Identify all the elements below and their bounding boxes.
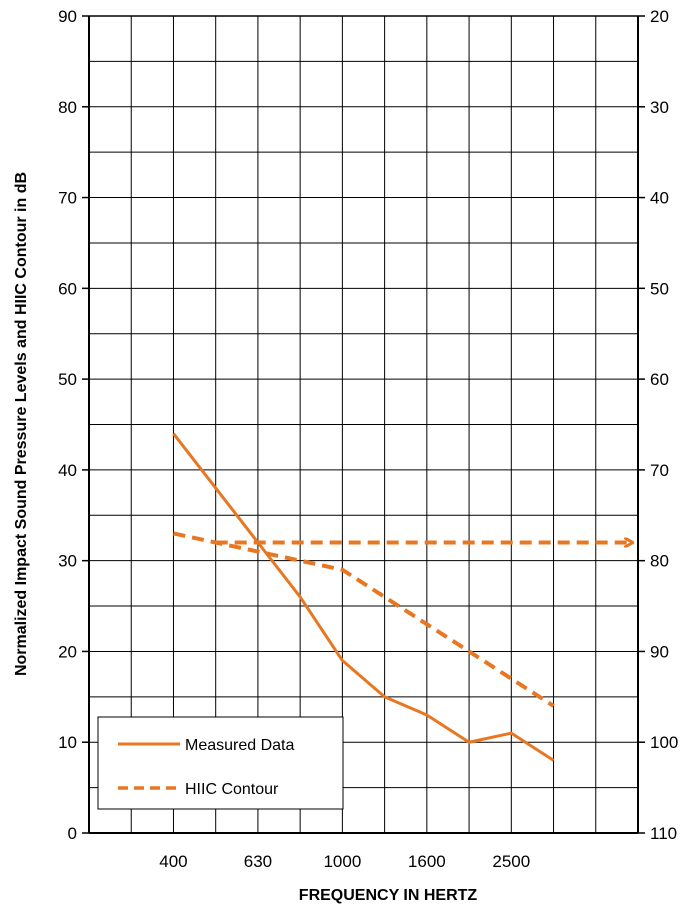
y-axis-right-ticks: 110 100 90 80 70 60 50 40 30 20 [638, 7, 678, 843]
legend: Measured Data HIIC Contour [97, 716, 344, 810]
y-left-tick-label: 60 [58, 279, 77, 298]
x-tick-label: 1000 [323, 852, 361, 871]
legend-label-hiic: HIIC Contour [185, 781, 279, 798]
y-left-tick-label: 90 [58, 7, 77, 26]
y-axis-left-ticks: 0 10 20 30 40 50 60 70 80 90 [58, 7, 89, 843]
series-line-measured-data [172, 432, 555, 762]
y-right-tick-label: 100 [650, 733, 678, 752]
y-right-tick-label: 40 [650, 189, 669, 208]
y-left-tick-label: 10 [58, 733, 77, 752]
y-right-tick-label: 50 [650, 279, 669, 298]
y-right-tick-label: 80 [650, 552, 669, 571]
legend-label-measured: Measured Data [185, 737, 294, 754]
axes [88, 15, 639, 834]
y-left-tick-label: 80 [58, 98, 77, 117]
y-left-tick-label: 20 [58, 642, 77, 661]
x-tick-label: 630 [244, 852, 272, 871]
y-right-tick-label: 70 [650, 461, 669, 480]
series-line-hiic-contour [173, 531, 555, 708]
y-left-tick-label: 70 [58, 189, 77, 208]
series-group [172, 432, 632, 762]
legend-box [97, 716, 344, 810]
y-axis-title: Normalized Impact Sound Pressure Levels … [13, 172, 30, 676]
y-right-tick-label: 90 [650, 642, 669, 661]
y-left-tick-label: 50 [58, 370, 77, 389]
y-left-tick-label: 40 [58, 461, 77, 480]
y-left-tick-label: 0 [68, 824, 77, 843]
y-right-tick-label: 110 [650, 824, 677, 843]
y-right-tick-label: 30 [650, 98, 669, 117]
y-right-tick-label: 60 [650, 370, 669, 389]
x-tick-label: 2500 [492, 852, 530, 871]
y-left-tick-label: 30 [58, 552, 77, 571]
x-axis-ticks: 400 630 1000 1600 2500 [159, 852, 530, 871]
x-axis-title: FREQUENCY IN HERTZ [299, 887, 478, 904]
x-tick-label: 400 [159, 852, 187, 871]
y-right-tick-label: 20 [650, 7, 669, 26]
gridlines [89, 16, 638, 833]
x-tick-label: 1600 [408, 852, 446, 871]
